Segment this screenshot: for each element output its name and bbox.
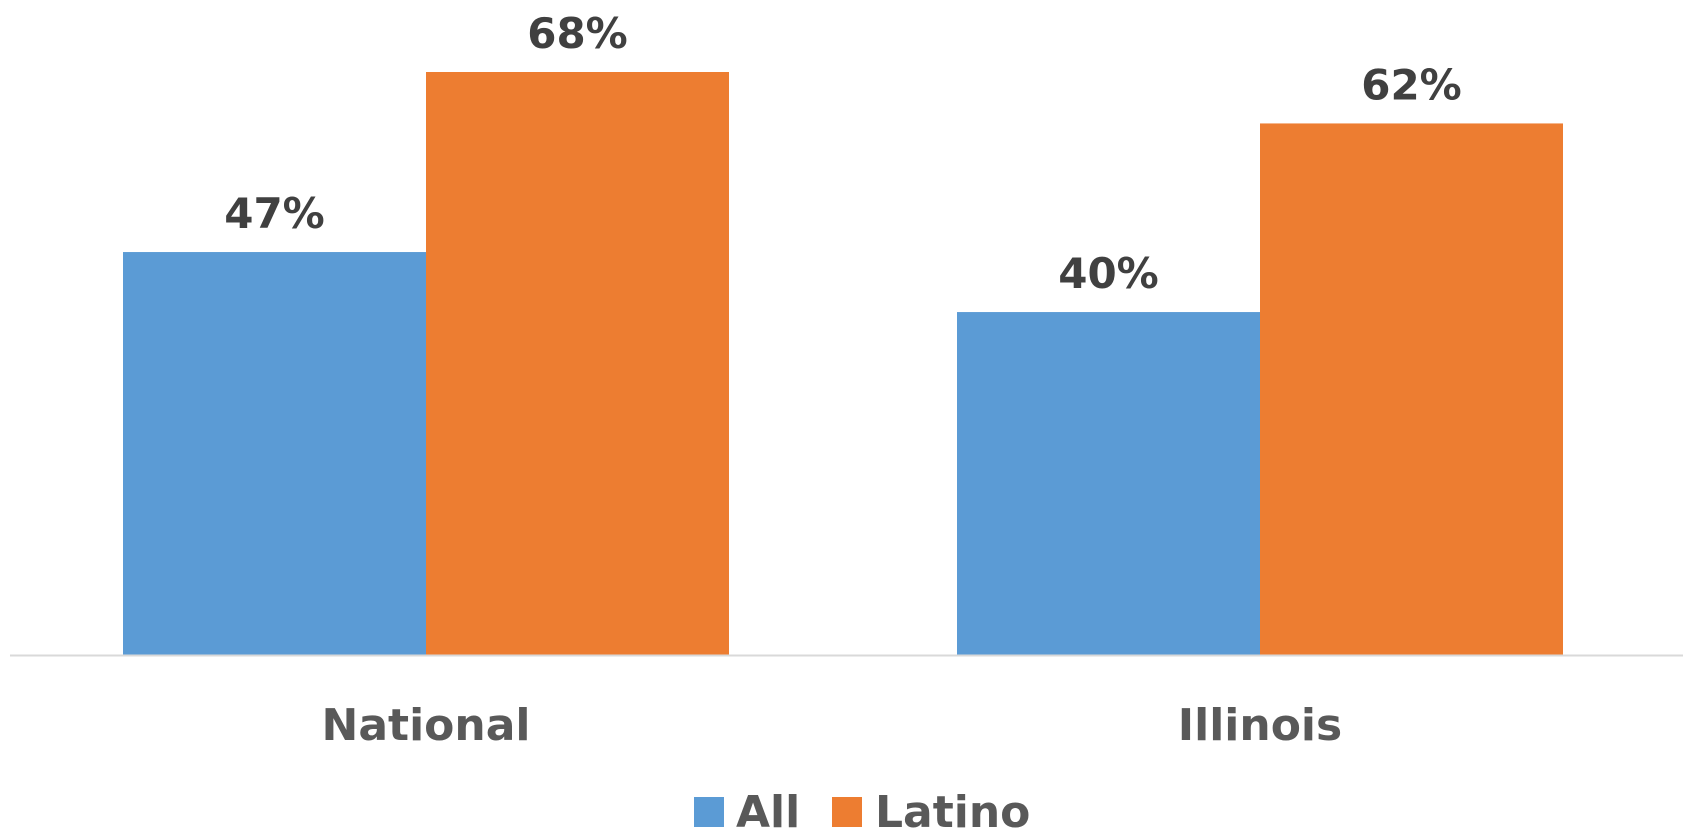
legend-label-latino: Latino xyxy=(875,787,1030,832)
category-labels-group: National Illinois xyxy=(322,700,1343,751)
category-label-illinois: Illinois xyxy=(1178,700,1342,751)
legend: All Latino xyxy=(694,787,1030,832)
data-label-national-all: 47% xyxy=(224,189,325,238)
bars-group xyxy=(123,72,1563,656)
category-label-national: National xyxy=(322,700,531,751)
bar-national-latino xyxy=(426,72,729,655)
legend-swatch-all xyxy=(694,797,724,827)
legend-label-all: All xyxy=(736,787,800,832)
data-label-national-latino: 68% xyxy=(527,9,628,58)
bar-illinois-latino xyxy=(1260,123,1563,656)
bar-illinois-all xyxy=(957,312,1260,655)
bar-national-all xyxy=(123,252,426,655)
data-labels-group: 47% 68% 40% 62% xyxy=(224,9,1462,298)
data-label-illinois-all: 40% xyxy=(1058,249,1159,298)
data-label-illinois-latino: 62% xyxy=(1361,60,1462,109)
legend-swatch-latino xyxy=(832,797,862,827)
